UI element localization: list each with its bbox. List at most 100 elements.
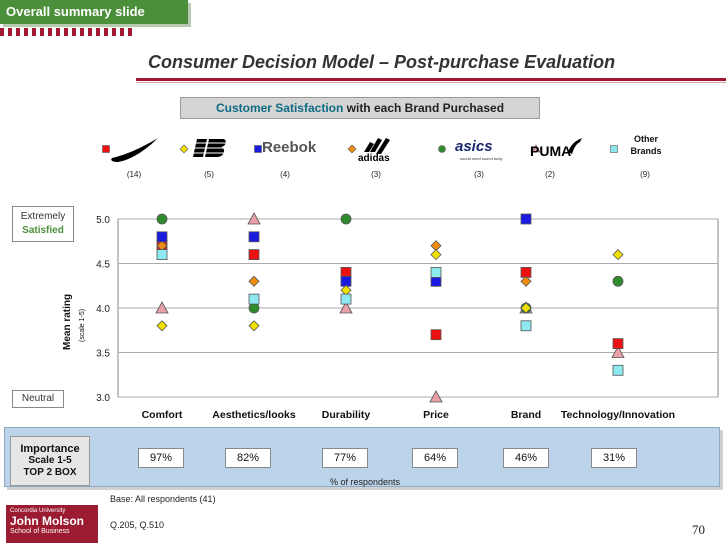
puma-logo: PUMA (530, 136, 582, 167)
new-balance-logo (193, 137, 227, 164)
x-category-label: Technology/Innovation (561, 409, 675, 421)
brand-counts: (14) (5) (4) (3) (3) (2) (9) (0, 170, 728, 182)
extreme-line2: Satisfied (22, 225, 64, 236)
title-rule (136, 78, 726, 81)
data-point-other-brands (612, 364, 624, 376)
data-point-reebok (248, 231, 260, 243)
data-point-adidas (248, 275, 260, 287)
chart-subtitle: Customer Satisfaction with each Brand Pu… (180, 97, 540, 119)
legend-marker-reebok (254, 145, 262, 153)
data-point-other-brands (156, 249, 168, 260)
x-category-label: Price (423, 409, 449, 421)
svg-text:PUMA: PUMA (530, 143, 571, 159)
asics-logo: asics sound mind sound body (454, 136, 506, 167)
other-label-line2: Brands (630, 146, 662, 156)
svg-text:sound mind sound body: sound mind sound body (460, 156, 502, 161)
importance-line3: TOP 2 BOX (23, 467, 77, 478)
extreme-line1: Extremely (20, 211, 66, 222)
decorative-stripe (0, 28, 132, 36)
legend-marker-adidas (347, 144, 357, 154)
brand-count-reebok: (4) (280, 170, 290, 179)
question-reference: Q.205, Q.510 (110, 520, 165, 530)
brand-count-other-brands: (9) (640, 170, 650, 179)
slide-tag: Overall summary slide (0, 0, 188, 24)
x-category-label: Durability (322, 409, 371, 421)
page-number: 70 (692, 522, 705, 537)
y-axis-label: Mean rating (scale 1-5) (62, 294, 86, 350)
page-title: Consumer Decision Model – Post-purchase … (148, 52, 616, 72)
data-point-puma (155, 301, 169, 314)
other-brands-label: Other Brands (626, 133, 666, 157)
legend-marker-other-brands (610, 145, 618, 153)
brand-count-adidas: (3) (371, 170, 381, 179)
y-tick-label: 4.5 (96, 260, 110, 271)
subtitle-rest: with each Brand Purchased (343, 101, 505, 115)
data-point-asics (612, 275, 624, 287)
data-point-asics (248, 302, 260, 314)
legend-marker-asics (438, 145, 446, 153)
data-point-puma (611, 345, 625, 358)
data-point-other-brands (340, 293, 352, 305)
data-point-nike (430, 329, 442, 341)
logo-line3: School of Business (10, 528, 70, 535)
data-point-new-balance (248, 320, 260, 332)
data-point-new-balance (156, 320, 168, 332)
brand-count-new-balance: (5) (204, 170, 214, 179)
brand-count-asics: (3) (474, 170, 484, 179)
y-tick-label: 3.5 (96, 349, 110, 360)
y-tick-label: 3.0 (96, 393, 110, 404)
neutral-label: Neutral (12, 390, 64, 408)
data-point-puma (339, 301, 353, 314)
data-point-new-balance (612, 249, 624, 261)
y-axis-subtitle: (scale 1-5) (79, 309, 86, 342)
data-point-new-balance (430, 249, 442, 261)
brand-count-puma: (2) (545, 170, 555, 179)
legend (102, 144, 618, 154)
legend-marker-new-balance (179, 144, 189, 154)
percent-respondents-note: % of respondents (330, 477, 401, 487)
extremely-satisfied-label: Extremely Satisfied (12, 206, 74, 242)
brand-count-nike: (14) (126, 170, 142, 179)
logo-line2: John Molson (10, 514, 84, 528)
svg-text:asics: asics (455, 138, 493, 155)
data-point-new-balance (520, 302, 532, 314)
other-label-line1: Other (633, 134, 658, 144)
importance-value: 82% (225, 448, 271, 468)
x-category-label: Brand (511, 409, 541, 421)
x-category-label: Comfort (142, 409, 183, 421)
importance-value: 77% (322, 448, 368, 468)
x-category-label: Aesthetics/looks (212, 409, 296, 421)
data-point-asics (156, 213, 168, 225)
data-point-puma (247, 212, 261, 225)
reebok-logo: Reebok (262, 139, 317, 156)
data-point-reebok (520, 213, 532, 225)
data-point-asics (340, 213, 352, 225)
title-rule-light (136, 82, 726, 83)
importance-value: 97% (138, 448, 184, 468)
importance-value: 31% (591, 448, 637, 468)
importance-line2: Scale 1-5 (28, 455, 72, 466)
y-tick-label: 5.0 (96, 215, 110, 226)
scatter-chart: 3.0 3.5 4.0 4.5 5.0 Comfort Aesthetics/looks Du… (96, 212, 719, 421)
adidas-logo: adidas (356, 138, 400, 167)
importance-value: 46% (503, 448, 549, 468)
y-tick-label: 4.0 (96, 304, 110, 315)
data-point-other-brands (248, 293, 260, 305)
importance-value: 64% (412, 448, 458, 468)
importance-label: Importance Scale 1-5 TOP 2 BOX (10, 436, 90, 486)
y-axis-title: Mean rating (62, 294, 73, 350)
data-point-adidas (520, 275, 532, 287)
data-point-nike (248, 249, 260, 260)
importance-line1: Importance (20, 443, 80, 455)
data-point-other-brands (430, 267, 442, 278)
legend-marker-puma (531, 144, 541, 153)
data-point-reebok (156, 231, 168, 243)
subtitle-highlight: Customer Satisfaction (215, 101, 344, 115)
nike-logo (110, 136, 160, 167)
svg-text:adidas: adidas (358, 153, 390, 162)
logo-line1: Concordia University (10, 508, 66, 514)
legend-marker-nike (102, 145, 110, 153)
data-point-puma (429, 390, 443, 403)
data-point-nike (612, 338, 624, 350)
school-logo: Concordia University John Molson School … (6, 505, 98, 543)
